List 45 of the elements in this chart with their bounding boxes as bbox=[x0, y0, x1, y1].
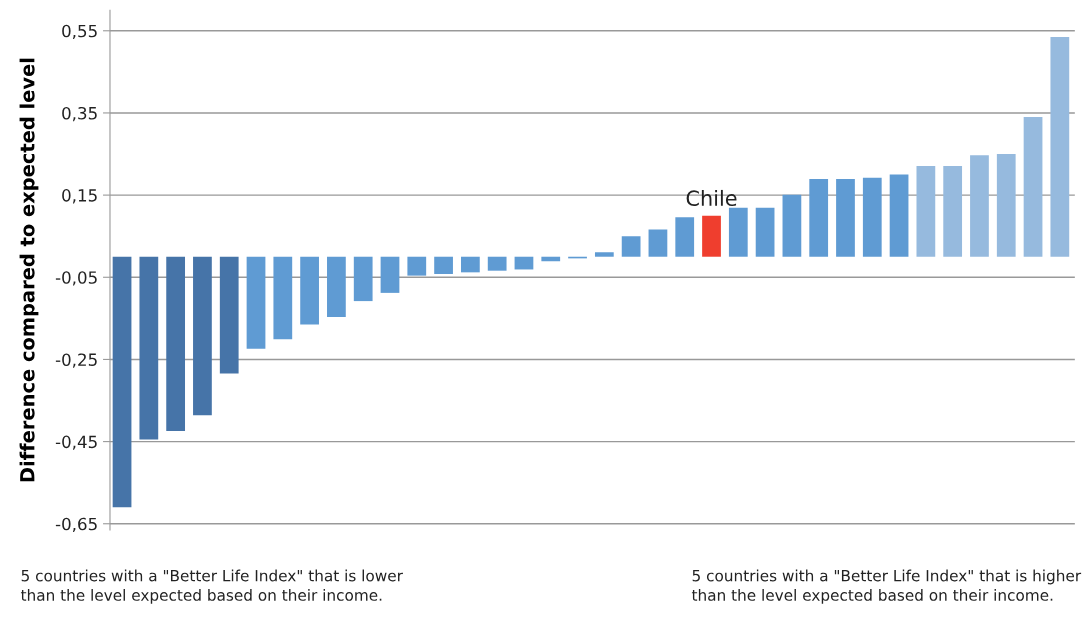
bar bbox=[460, 256, 480, 273]
bar bbox=[246, 256, 266, 349]
bar bbox=[836, 179, 855, 257]
bar bbox=[487, 256, 507, 271]
bar bbox=[889, 174, 909, 257]
bar bbox=[1050, 36, 1070, 257]
bar bbox=[621, 236, 641, 257]
bar bbox=[300, 256, 319, 325]
bar bbox=[862, 177, 882, 257]
bar bbox=[166, 256, 186, 431]
bar bbox=[996, 154, 1016, 257]
text: 5 countries with a "Better Life Index" that is higher than the level expected based on their income. bbox=[691, 569, 1082, 604]
bar bbox=[1023, 117, 1043, 257]
bar bbox=[648, 229, 668, 257]
bar bbox=[594, 252, 614, 257]
bar bbox=[809, 179, 829, 257]
bar bbox=[193, 256, 212, 416]
bar bbox=[139, 256, 159, 440]
bar bbox=[675, 217, 695, 257]
bar bbox=[943, 165, 963, 257]
bar bbox=[916, 165, 936, 257]
bar bbox=[970, 155, 989, 257]
y-tick-label: 0,15 bbox=[62, 189, 97, 204]
text: 5 countries with a "Better Life Index" that is lower than the level expected based on their income. bbox=[20, 569, 403, 604]
bar bbox=[380, 256, 400, 293]
bar bbox=[514, 256, 534, 270]
bar bbox=[112, 256, 132, 508]
bar bbox=[219, 256, 239, 374]
y-tick-label: -0,65 bbox=[55, 517, 97, 533]
y-tick-label: -0,05 bbox=[55, 271, 97, 286]
y-tick-label: 0,55 bbox=[62, 24, 97, 40]
bar bbox=[273, 256, 293, 340]
y-axis-title: Difference compared to expected level bbox=[19, 58, 39, 482]
y-tick-label: 0,35 bbox=[62, 106, 97, 122]
bar bbox=[702, 215, 721, 257]
y-tick-label: -0,25 bbox=[55, 353, 97, 368]
bar bbox=[407, 256, 427, 276]
bar bbox=[782, 194, 802, 257]
bar bbox=[327, 256, 346, 318]
bar bbox=[728, 207, 748, 257]
y-tick-label: -0,45 bbox=[55, 435, 97, 450]
bar bbox=[755, 207, 775, 257]
x-tick-label: Chile bbox=[686, 189, 737, 207]
bar bbox=[434, 256, 453, 274]
bar bbox=[353, 256, 373, 302]
